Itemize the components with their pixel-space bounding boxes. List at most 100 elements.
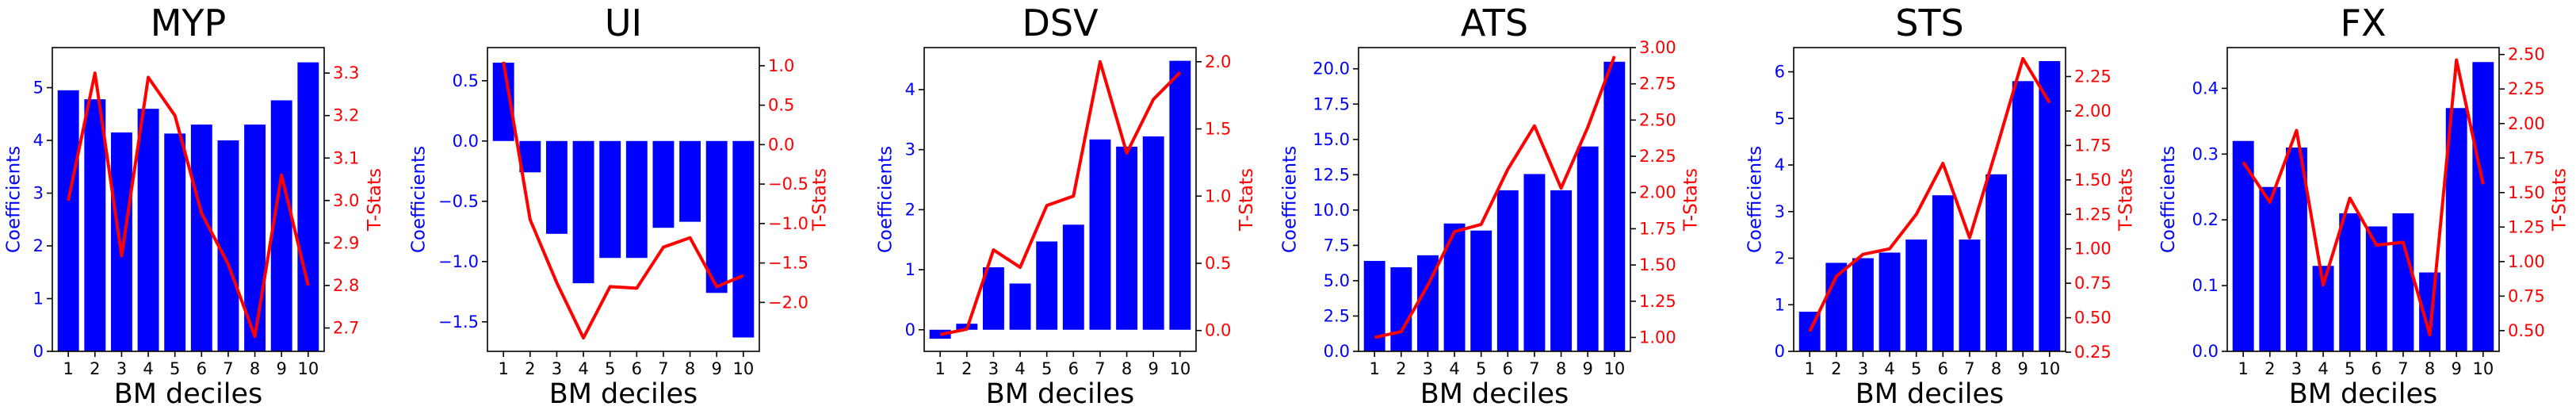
y2-tick-label: 1.25 [2074,205,2112,224]
x-tick-label: 3 [552,359,562,378]
bar [110,132,132,351]
bar [572,140,594,284]
tstat-line [67,71,310,339]
bar [2472,62,2494,351]
x-tick-label: 8 [1122,359,1132,378]
x-tick-label: 5 [605,359,615,378]
bar [2039,61,2061,351]
y-tick-label: 0.0 [1324,342,1350,361]
y2-axis-label: T-Stats [809,168,830,232]
y-tick-label: 4 [905,80,915,99]
y-axis-label: Coefficients [1280,146,1301,253]
y-tick-label: 3 [33,184,44,203]
x-tick-label: 3 [1858,359,1868,378]
y2-tick-label: 0.50 [2508,321,2545,340]
x-tick-label: 10 [297,359,319,378]
bar [1496,190,1519,351]
y2-tick-label: 1.00 [2508,252,2545,271]
x-tick-label: 7 [2398,359,2408,378]
y2-tick-label: 1.00 [1639,328,1676,347]
bar [599,140,621,259]
y-tick-label: 4 [33,131,44,150]
y-tick-label: −1.0 [438,252,479,271]
x-tick-label: 10 [732,359,754,378]
y2-tick-label: −1.5 [768,254,808,273]
bar [545,140,568,234]
y2-axis-label: T-Stats [1236,168,1257,232]
bar [1523,174,1546,351]
x-tick-label: 1 [2238,359,2248,378]
y-tick-label: −0.5 [438,192,479,211]
y2-tick-label: 2.50 [1639,110,1676,129]
bar [1443,223,1466,351]
y-tick-label: 2 [905,200,915,219]
bar [190,125,212,351]
y-tick-label: 0.0 [453,132,479,151]
x-tick-label: 7 [1095,359,1105,378]
y2-tick-label: 3.00 [1639,38,1676,57]
bar [1363,260,1385,351]
y2-tick-label: 1.5 [1205,120,1231,139]
y2-tick-label: 1.50 [2508,183,2545,202]
x-axis-label: BM deciles [1420,378,1569,410]
x-tick-label: 4 [1449,359,1459,378]
bar [137,109,159,351]
y2-tick-label: 0.5 [1205,254,1231,273]
x-tick-label: 9 [1583,359,1593,378]
tstat-line [939,59,1182,336]
chart-title: DSV [1022,2,1099,44]
y2-tick-label: 0.50 [2074,309,2112,328]
tstat-line [502,61,744,340]
y2-tick-label: 2.75 [1639,75,1676,94]
chart-title: UI [605,2,642,44]
x-tick-label: 10 [1169,359,1191,378]
y-tick-label: 0 [1775,342,1785,361]
y2-tick-label: 3.0 [333,191,359,210]
bar [1470,230,1492,351]
bar [1550,190,1573,351]
x-tick-label: 8 [685,359,695,378]
tstat-line [1808,56,2051,332]
y2-tick-label: 2.0 [1205,52,1231,71]
x-tick-label: 5 [170,359,180,378]
axes-frame [923,47,1197,352]
y2-tick-label: 1.00 [2074,240,2112,259]
y-tick-label: 5 [1775,109,1785,128]
y-tick-label: 0.5 [453,71,479,90]
y-tick-label: 0.0 [2192,342,2219,361]
y-tick-label: 0.4 [2192,79,2219,98]
y2-tick-label: 1.25 [2508,217,2545,236]
x-tick-label: 1 [1804,359,1814,378]
x-tick-label: 3 [1423,359,1433,378]
x-tick-label: 8 [2425,359,2435,378]
y-axis-label: Coefficients [3,146,24,253]
y2-tick-label: 2.00 [1639,183,1676,202]
y-tick-label: 5.0 [1324,271,1350,290]
y-tick-label: 15.0 [1313,130,1350,149]
bar [705,140,728,293]
bar [297,62,319,352]
bar [1905,240,1928,351]
x-tick-label: 7 [1529,359,1539,378]
bar [2012,81,2034,351]
bar [1036,241,1058,330]
y2-axis-label: T-Stats [2549,168,2570,232]
axes-frame [52,47,325,352]
bar [1169,60,1191,330]
bar [164,133,186,352]
x-tick-label: 6 [1503,359,1513,378]
x-tick-label: 2 [961,359,972,378]
y2-tick-label: 2.50 [2508,45,2545,64]
y2-tick-label: 1.0 [768,56,794,75]
y2-tick-label: 3.2 [333,106,359,125]
y2-tick-label: 2.25 [1639,147,1676,166]
bar [2392,213,2414,351]
x-tick-label: 10 [1603,359,1625,378]
chart-title: FX [2341,2,2387,44]
y2-tick-label: 3.3 [333,63,359,82]
bar [519,140,541,173]
x-tick-label: 1 [934,359,945,378]
